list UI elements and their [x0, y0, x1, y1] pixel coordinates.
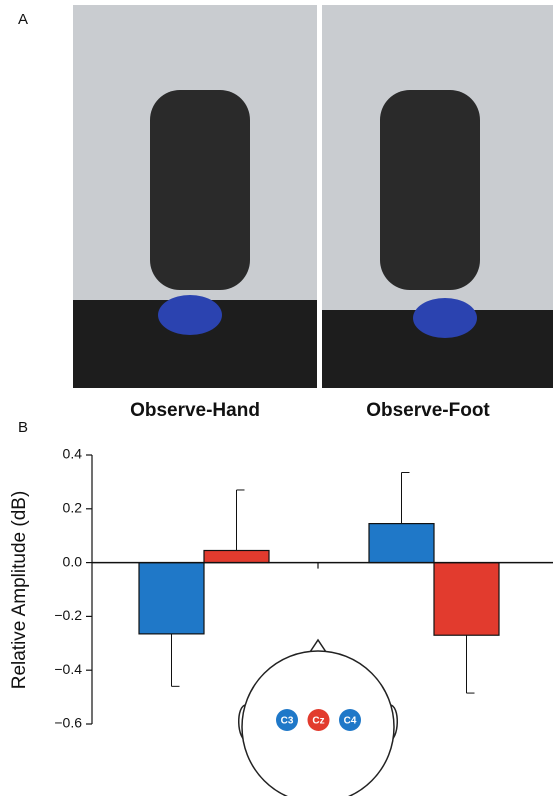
- electrode: [307, 709, 330, 731]
- electrode: [276, 709, 298, 731]
- y-tick-label: −0.2: [54, 607, 82, 623]
- panel-label: B: [18, 419, 28, 436]
- electrode-label: C4: [344, 716, 357, 727]
- photo-hand: [73, 5, 317, 388]
- y-tick-label: 0.0: [63, 553, 83, 569]
- electrode-label: C3: [281, 716, 294, 727]
- condition-title: Observe-Hand: [130, 400, 260, 421]
- bar: [433, 561, 500, 636]
- electrode-label: Cz: [312, 716, 324, 727]
- y-tick-label: 0.2: [63, 500, 83, 516]
- y-tick-label: 0.4: [63, 446, 83, 462]
- y-tick-label: −0.4: [54, 661, 82, 677]
- photo-foot: [322, 5, 553, 388]
- bar: [203, 549, 270, 564]
- y-axis-label: Relative Amplitude (dB): [9, 491, 30, 690]
- bar: [368, 522, 435, 564]
- panel-label: A: [18, 11, 28, 28]
- electrode: [339, 709, 361, 731]
- bar: [138, 561, 205, 635]
- condition-title: Observe-Foot: [366, 400, 490, 421]
- y-tick-label: −0.6: [54, 715, 82, 731]
